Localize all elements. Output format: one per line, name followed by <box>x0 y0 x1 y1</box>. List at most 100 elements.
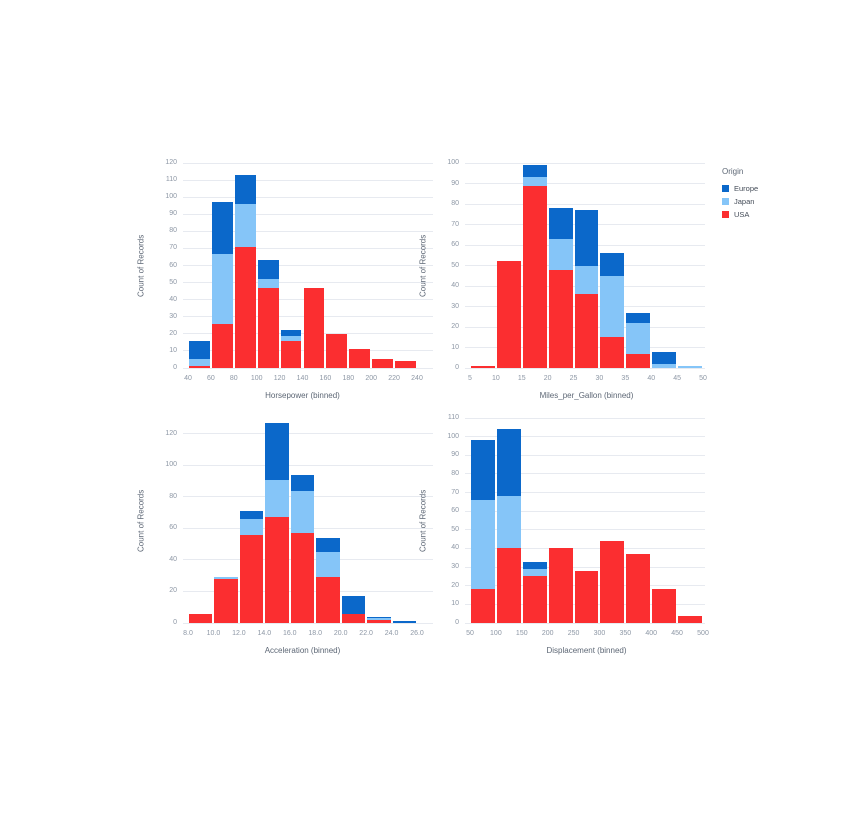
x-tick-label: 24.0 <box>384 630 399 637</box>
bar-segment-usa <box>548 548 573 623</box>
y-tick-label: 50 <box>169 278 177 286</box>
x-tick-label: 220 <box>388 375 400 382</box>
bar-segment-usa <box>626 353 651 368</box>
plot-area: 0 10 20 30 40 50 60 70 80 90 100 5 10 15 20 25 30 35 40 45 5… <box>447 159 707 382</box>
bar-segment-japan <box>548 238 573 270</box>
x-tick-label: 5 <box>468 375 472 382</box>
x-tick-label: 10 <box>491 375 500 382</box>
y-tick-label: 40 <box>451 544 459 552</box>
bar-segment-japan <box>600 275 625 338</box>
bar-segment-europe <box>239 511 264 519</box>
plot-area: 0 20 40 60 80 100 120 8.0 10.0 12.0 14.0 16.0 18.0 20… <box>165 418 433 637</box>
x-tick-label: 14.0 <box>257 630 272 637</box>
bar-segment-europe <box>341 596 366 614</box>
bar-segment-usa <box>600 541 625 623</box>
x-tick-label: 80 <box>229 375 238 382</box>
bar-segment-japan <box>626 322 651 354</box>
chart-miles-per-gallon: Count of Records 0 10 20 30 40 50 60 70 80 90 100 5… <box>419 159 707 400</box>
x-tick-label: 450 <box>671 630 683 637</box>
y-tick-label: 10 <box>169 346 177 354</box>
gridline <box>183 247 433 249</box>
y-tick-label: 10 <box>451 600 459 608</box>
x-tick-label: 22.0 <box>359 630 373 637</box>
bar-segment-usa <box>600 337 625 368</box>
bar-segment-usa <box>257 287 279 368</box>
y-tick-label: 60 <box>451 507 459 515</box>
x-tick-label: 120 <box>273 375 286 382</box>
gridline <box>465 367 705 369</box>
y-tick-label: 80 <box>451 200 459 207</box>
gridline <box>183 282 433 284</box>
legend-swatch-europe <box>722 185 729 192</box>
gridline <box>465 417 705 419</box>
gridline <box>465 162 705 164</box>
bar-segment-usa <box>522 576 547 623</box>
bar-segment-usa <box>280 340 302 368</box>
gridline <box>465 622 705 624</box>
y-tick-label: 60 <box>451 241 459 248</box>
bar-segment-usa <box>349 349 371 368</box>
bar-segment-europe <box>471 440 495 500</box>
gridline <box>183 367 433 369</box>
bar-segment-usa <box>496 261 521 368</box>
x-tick-label: 100 <box>250 375 263 382</box>
legend-swatch-usa <box>722 211 729 218</box>
bar-segment-europe <box>522 561 547 569</box>
y-tick-label: 100 <box>447 432 459 440</box>
bar-segment-japan <box>652 363 677 368</box>
bar-segment-europe <box>392 621 416 623</box>
y-tick-label: 20 <box>169 587 177 595</box>
bar-segment-japan <box>280 335 302 341</box>
bar-segment-usa <box>214 578 238 623</box>
y-tick-label: 50 <box>451 261 459 269</box>
bar-segment-europe <box>367 616 391 619</box>
y-tick-label: 100 <box>447 159 459 166</box>
legend-entry-label: Europe <box>734 184 759 193</box>
gridline <box>465 473 705 475</box>
x-tick-label: 40 <box>647 375 656 382</box>
bar-segment-usa <box>372 359 394 368</box>
y-tick-label: 70 <box>451 488 459 496</box>
x-tick-label: 60 <box>206 375 215 382</box>
gridline <box>183 196 433 198</box>
gridline <box>183 230 433 232</box>
x-axis-title: Horsepower (binned) <box>265 391 340 400</box>
gridline <box>183 464 433 466</box>
bar-segment-europe <box>600 253 625 276</box>
x-tick-label: 10.0 <box>206 630 221 637</box>
x-tick-label: 50 <box>466 630 474 637</box>
y-tick-label: 70 <box>169 244 177 252</box>
y-tick-label: 40 <box>451 282 459 289</box>
bar-segment-japan <box>496 496 521 549</box>
bar-segment-japan <box>257 279 279 288</box>
x-tick-label: 20 <box>543 375 552 382</box>
y-tick-label: 110 <box>165 176 177 184</box>
bar-segment-usa <box>326 333 348 368</box>
bar-segment-japan <box>189 359 210 367</box>
bar-segment-europe <box>522 165 547 178</box>
x-tick-label: 25 <box>569 375 578 382</box>
y-tick-label: 80 <box>169 492 177 500</box>
y-axis-title: Count of Records <box>418 489 428 552</box>
bar-segment-usa <box>367 619 391 623</box>
y-tick-label: 10 <box>451 343 459 351</box>
bar-segment-europe <box>496 429 521 497</box>
y-tick-label: 120 <box>165 159 177 166</box>
bar-segment-japan <box>239 518 264 535</box>
legend-entries: Europe Japan USA <box>722 184 758 219</box>
x-tick-label: 500 <box>697 630 709 637</box>
bar-segment-usa <box>496 548 521 623</box>
bar-segment-usa <box>316 577 340 623</box>
bar-segment-europe <box>189 340 210 360</box>
y-tick-label: 40 <box>169 295 177 303</box>
bar-segment-europe <box>280 330 302 336</box>
chart-acceleration: Count of Records 0 20 40 60 80 100 120 8.0 10.0 1… <box>137 418 433 655</box>
y-tick-label: 30 <box>451 302 459 310</box>
legend-entry-label: Japan <box>734 197 755 206</box>
y-tick-label: 30 <box>451 563 459 571</box>
x-tick-label: 8.0 <box>183 630 193 637</box>
x-tick-label: 240 <box>411 375 423 382</box>
x-tick-label: 200 <box>365 375 378 382</box>
x-axis-title: Miles_per_Gallon (binned) <box>539 391 634 400</box>
x-tick-label: 140 <box>296 375 309 382</box>
